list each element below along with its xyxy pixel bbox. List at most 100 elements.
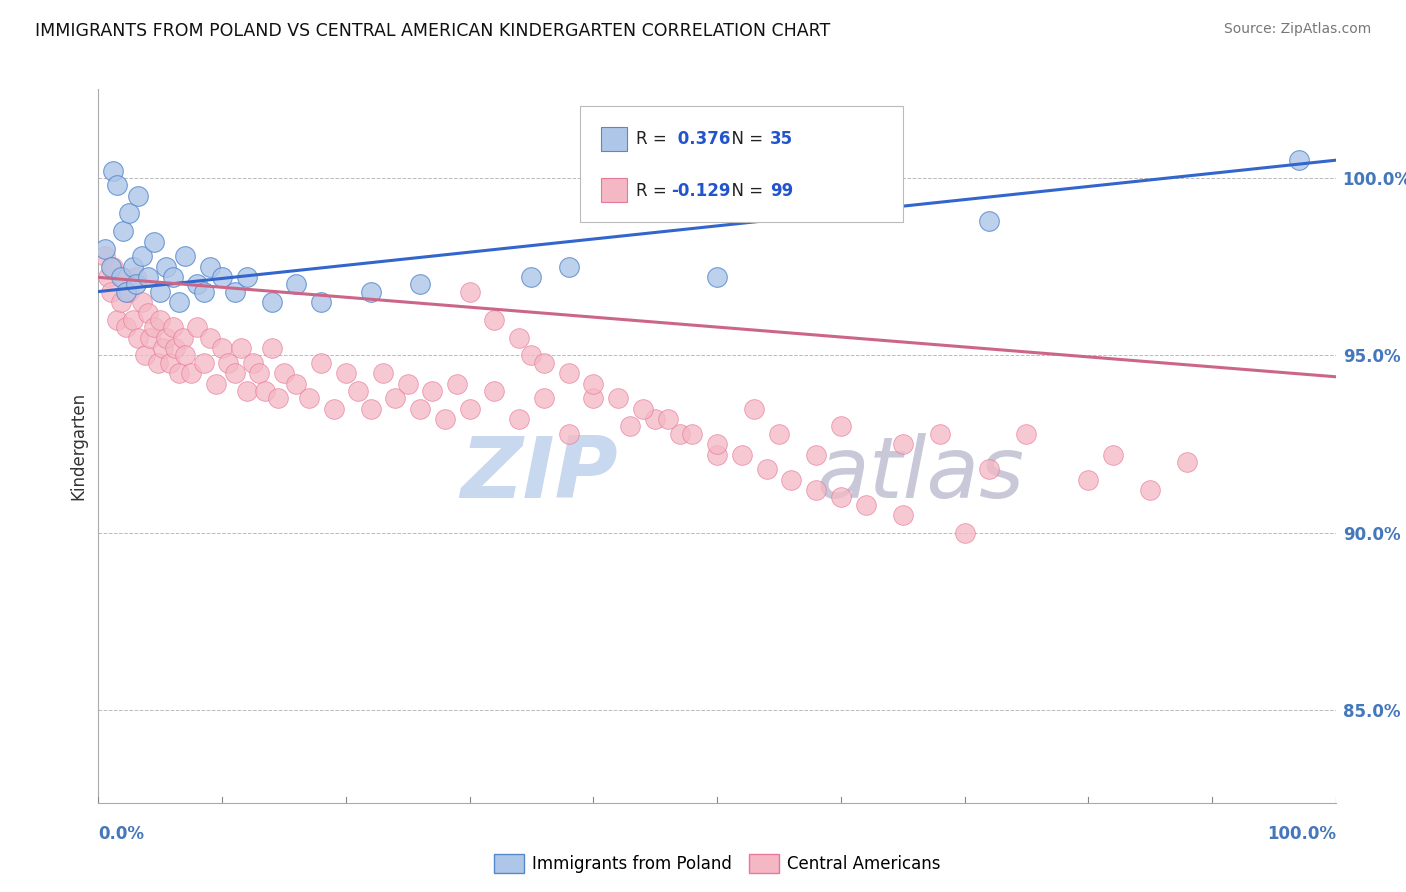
Text: N =: N = [721, 130, 768, 148]
Point [149, 313, 172, 327]
Text: Source: ZipAtlas.com: Source: ZipAtlas.com [1223, 22, 1371, 37]
Point [804, 483, 827, 498]
Point [97, 270, 120, 285]
Point [124, 277, 146, 292]
Text: 0.0%: 0.0% [98, 825, 145, 843]
Point [110, 295, 132, 310]
Text: -0.129: -0.129 [672, 182, 731, 200]
Point [706, 437, 728, 451]
Point [124, 270, 146, 285]
Point [557, 366, 579, 380]
Point [347, 384, 370, 398]
Point [371, 366, 394, 380]
Point [146, 355, 169, 369]
Point [112, 224, 135, 238]
Point [127, 331, 149, 345]
Point [298, 391, 321, 405]
Point [979, 462, 1001, 476]
Point [224, 285, 246, 299]
Point [409, 401, 432, 416]
Point [136, 270, 159, 285]
Point [360, 401, 382, 416]
Point [198, 331, 221, 345]
Point [582, 376, 605, 391]
Point [755, 462, 778, 476]
Text: 100.0%: 100.0% [1267, 825, 1336, 843]
Point [557, 426, 579, 441]
Point [557, 260, 579, 274]
Point [100, 260, 122, 274]
Point [236, 384, 259, 398]
Text: N =: N = [721, 182, 768, 200]
Text: atlas: atlas [815, 433, 1024, 516]
Point [211, 342, 233, 356]
Point [422, 384, 444, 398]
Point [780, 473, 803, 487]
Point [118, 206, 141, 220]
Point [247, 366, 270, 380]
Point [384, 391, 406, 405]
Point [167, 295, 190, 310]
Point [273, 366, 295, 380]
Point [131, 295, 153, 310]
Point [309, 355, 332, 369]
Point [103, 260, 125, 274]
Point [114, 320, 136, 334]
Point [211, 270, 233, 285]
Point [619, 419, 641, 434]
Point [433, 412, 456, 426]
Point [1139, 483, 1161, 498]
Point [110, 270, 132, 285]
Point [928, 426, 950, 441]
Point [186, 277, 208, 292]
Point [533, 391, 555, 405]
Point [360, 285, 382, 299]
Point [458, 285, 481, 299]
Point [1102, 448, 1125, 462]
Point [186, 320, 208, 334]
Point [112, 270, 135, 285]
Point [1175, 455, 1198, 469]
Point [122, 260, 145, 274]
Point [731, 448, 754, 462]
Point [607, 391, 630, 405]
Point [508, 412, 530, 426]
Point [103, 164, 125, 178]
Point [122, 313, 145, 327]
Point [533, 355, 555, 369]
Point [118, 285, 141, 299]
Point [285, 376, 308, 391]
Point [335, 366, 357, 380]
Point [242, 355, 264, 369]
Text: R =: R = [637, 182, 672, 200]
Point [131, 249, 153, 263]
Point [93, 249, 115, 263]
Point [804, 448, 827, 462]
Point [631, 401, 654, 416]
Point [742, 401, 765, 416]
Point [953, 526, 976, 541]
Point [669, 426, 692, 441]
Point [322, 401, 344, 416]
Point [134, 349, 156, 363]
Point [891, 508, 914, 523]
Point [254, 384, 277, 398]
Point [657, 412, 679, 426]
Point [172, 331, 194, 345]
Point [155, 331, 177, 345]
Point [139, 331, 162, 345]
Point [1288, 153, 1310, 168]
Point [198, 260, 221, 274]
Point [162, 270, 184, 285]
Point [285, 277, 308, 292]
Point [508, 331, 530, 345]
Point [205, 376, 228, 391]
Point [236, 270, 259, 285]
Point [830, 419, 852, 434]
Text: 35: 35 [770, 130, 793, 148]
Point [174, 249, 197, 263]
Legend: Immigrants from Poland, Central Americans: Immigrants from Poland, Central American… [486, 847, 948, 880]
Point [93, 242, 115, 256]
Point [458, 401, 481, 416]
Point [484, 384, 506, 398]
